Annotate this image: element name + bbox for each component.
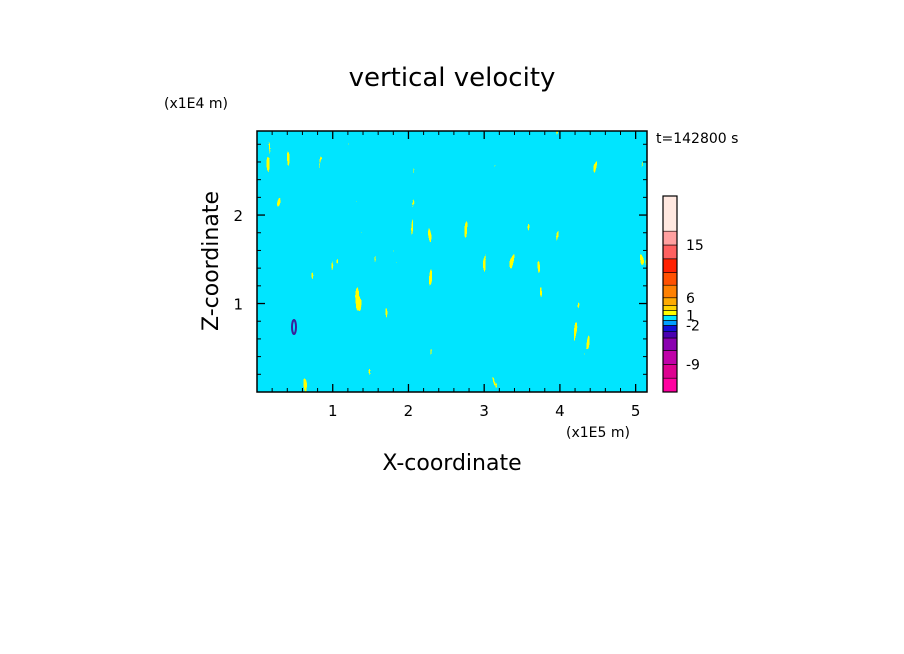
x-unit-label: (x1E5 m) [566, 425, 630, 441]
colorbar-band [662, 284, 678, 299]
colorbar-tick-label: 6 [686, 291, 695, 307]
colorbar-band [662, 310, 678, 316]
x-tick-label: 3 [479, 402, 489, 420]
colorbar-band [662, 325, 678, 332]
colorbar-band [662, 350, 678, 365]
colorbar-band [662, 331, 678, 339]
colorbar-band [662, 377, 678, 393]
colorbar-tick-label: -2 [686, 318, 700, 334]
x-axis-label: X-coordinate [382, 451, 521, 476]
colorbar-band [662, 244, 678, 260]
chart-title: vertical velocity [349, 63, 556, 93]
colorbar-band [662, 272, 678, 286]
colorbar-tick-label: 15 [686, 238, 704, 254]
colorbar-band [662, 258, 678, 273]
x-tick-label: 4 [555, 402, 565, 420]
y-tick-label: 2 [233, 207, 243, 225]
plot-frame [256, 130, 648, 393]
colorbar-band [662, 337, 678, 351]
colorbar-band [662, 305, 678, 311]
plot-area [257, 131, 647, 392]
x-tick-label: 1 [328, 402, 338, 420]
y-axis-label: Z-coordinate [199, 191, 224, 331]
time-label: t=142800 s [656, 131, 738, 147]
x-axis: 1 2 3 4 5 [271, 131, 641, 420]
x-tick-label: 5 [631, 402, 641, 420]
y-tick-label: 1 [233, 296, 243, 314]
colorbar-band [662, 195, 678, 232]
low-velocity-contour [291, 319, 297, 335]
colorbar-tick-label: -9 [686, 357, 700, 373]
colorbar: -9 -216 15 [662, 195, 704, 393]
colorbar-band [662, 297, 678, 306]
colorbar-frame [662, 195, 678, 393]
y-unit-label: (x1E4 m) [164, 96, 228, 112]
x-tick-label: 2 [404, 402, 414, 420]
colorbar-band [662, 315, 678, 321]
colorbar-tick-label: 1 [686, 308, 695, 324]
y-axis: 12 [233, 143, 647, 375]
colorbar-band [662, 320, 678, 326]
positive-velocity-region [257, 131, 647, 392]
colorbar-band [662, 364, 678, 379]
colorbar-band [662, 230, 678, 246]
